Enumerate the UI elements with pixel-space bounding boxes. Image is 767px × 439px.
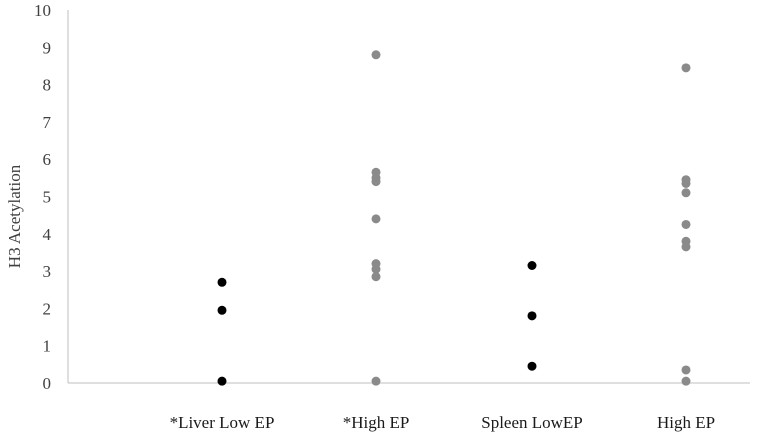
data-point	[217, 277, 227, 287]
x-category-label: *Liver Low EP	[170, 413, 275, 432]
y-tick-label: 9	[43, 38, 52, 57]
y-tick-label: 8	[43, 76, 52, 95]
y-tick-label: 5	[43, 188, 52, 207]
y-tick-label: 0	[43, 374, 52, 393]
data-point	[681, 63, 691, 73]
data-point	[527, 311, 537, 321]
data-point	[527, 261, 537, 271]
y-tick-label: 4	[43, 225, 52, 244]
data-point	[371, 264, 381, 274]
data-points	[217, 50, 691, 386]
data-point	[681, 188, 691, 198]
y-tick-label: 1	[43, 337, 52, 356]
data-point	[371, 376, 381, 386]
data-point	[527, 361, 537, 371]
y-tick-label: 6	[43, 150, 52, 169]
data-point	[681, 365, 691, 375]
y-tick-label: 10	[34, 1, 51, 20]
data-point	[217, 305, 227, 315]
x-category-label: High EP	[657, 413, 715, 432]
y-tick-labels: 0 1 2 3 4 5 6 7 8 9 10	[34, 1, 52, 393]
data-point	[371, 272, 381, 282]
data-point	[681, 219, 691, 229]
y-tick-label: 3	[43, 262, 52, 281]
x-category-labels: *Liver Low EP *High EP Spleen LowEP High EP	[170, 413, 715, 432]
data-point	[681, 242, 691, 252]
data-point	[217, 376, 227, 386]
data-point	[371, 50, 381, 60]
data-point	[371, 177, 381, 187]
y-tick-label: 7	[43, 113, 52, 132]
x-category-label: *High EP	[343, 413, 410, 432]
x-category-label: Spleen LowEP	[481, 413, 583, 432]
data-point	[681, 376, 691, 386]
data-point	[681, 178, 691, 188]
y-axis-title: H3 Acetylation	[5, 164, 24, 268]
data-point	[371, 214, 381, 224]
y-tick-label: 2	[43, 299, 52, 318]
